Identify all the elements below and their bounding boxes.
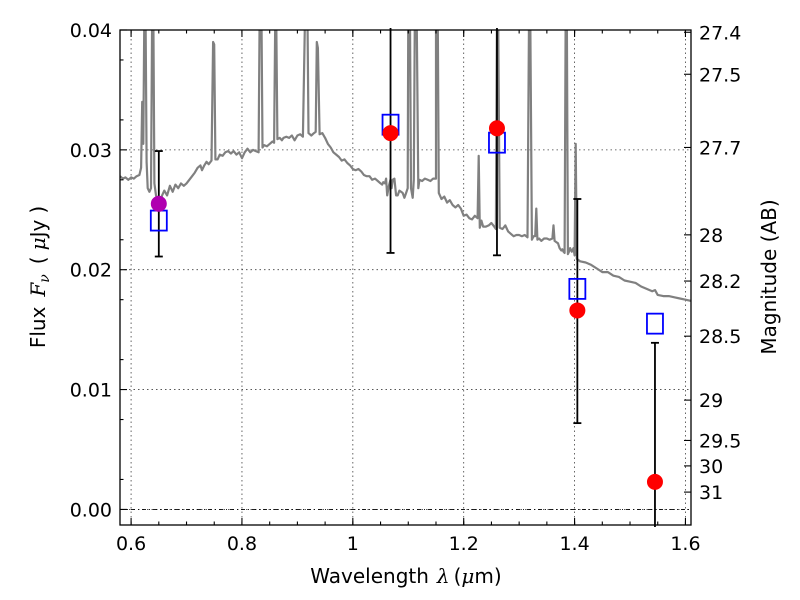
observed-flux-point bbox=[488, 120, 505, 137]
mag-tick-label: 27.7 bbox=[699, 137, 741, 159]
mag-tick-label: 27.5 bbox=[699, 64, 741, 86]
x-axis-unit-m: m) bbox=[474, 564, 501, 588]
y-axis-label: Flux Fν ( μJy) bbox=[26, 206, 53, 348]
y-axis-unit-jy: Jy bbox=[26, 219, 50, 239]
observed-flux-point bbox=[150, 195, 167, 212]
y-axis-unit-mu: μ bbox=[26, 237, 50, 250]
model-photometry-square bbox=[568, 277, 587, 300]
x-tick-label: 1.2 bbox=[449, 533, 479, 555]
y-tick-label: 0.02 bbox=[70, 260, 112, 282]
observed-flux-point bbox=[569, 302, 586, 319]
y-tick-label: 0.04 bbox=[70, 20, 112, 42]
y-axis-unit-close: ) bbox=[26, 206, 50, 214]
mag-tick-label: 29 bbox=[699, 390, 723, 412]
y-axis-fnu-symbol: F bbox=[26, 282, 50, 298]
y-tick-label: 0.00 bbox=[70, 499, 112, 521]
error-bars bbox=[149, 28, 664, 527]
mag-tick-label: 30 bbox=[699, 456, 723, 478]
y-axis-label-text: Flux bbox=[26, 306, 50, 348]
y-axis-fnu-subscript: ν bbox=[37, 274, 53, 283]
x-axis-label: Wavelength λ (μm) bbox=[310, 564, 501, 588]
x-axis-lambda-symbol: λ bbox=[436, 564, 450, 588]
mag-tick-label: 28.2 bbox=[699, 271, 741, 293]
plot-frame bbox=[119, 29, 692, 526]
x-axis-unit: ( bbox=[454, 564, 462, 588]
x-axis-label-text: Wavelength bbox=[310, 564, 429, 588]
mag-tick-label: 28.5 bbox=[699, 326, 741, 348]
mag-tick-label: 31 bbox=[699, 482, 723, 504]
mag-tick-label: 29.5 bbox=[699, 430, 741, 452]
x-tick-label: 1 bbox=[347, 533, 359, 555]
y-tick-label: 0.01 bbox=[70, 380, 112, 402]
observed-flux-point bbox=[382, 125, 399, 142]
mag-tick-label: 27.4 bbox=[699, 22, 741, 44]
observed-flux-point bbox=[646, 473, 663, 490]
x-tick-label: 1.4 bbox=[559, 533, 589, 555]
model-photometry-square bbox=[646, 312, 664, 335]
y-tick-label: 0.03 bbox=[70, 140, 112, 162]
x-tick-label: 1.6 bbox=[670, 533, 700, 555]
y-axis-unit-open: ( bbox=[26, 256, 50, 264]
axis-ticks: 0.6 0.8 1 1.2 1.4 1.6 0.00 0.01 0.02 0.03 0.04 27.4… bbox=[70, 20, 742, 555]
x-tick-label: 0.8 bbox=[227, 533, 257, 555]
x-tick-label: 0.6 bbox=[116, 533, 146, 555]
y2-axis-label: Magnitude (AB) bbox=[757, 199, 781, 354]
x-axis-unit-mu: μ bbox=[461, 564, 474, 588]
mag-tick-label: 28 bbox=[699, 225, 723, 247]
